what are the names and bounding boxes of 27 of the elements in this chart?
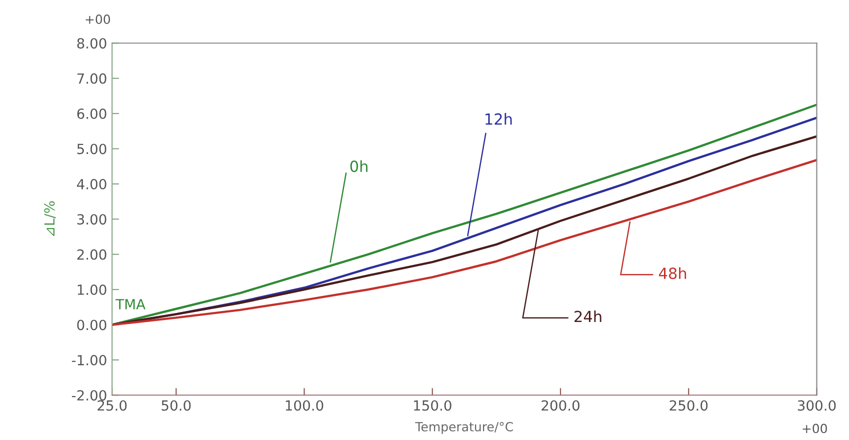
- x-tick-label: 200.0: [542, 400, 580, 411]
- y-tick-label: 3.00: [77, 214, 106, 225]
- text: +00: [802, 424, 827, 434]
- annotation: TMA: [116, 299, 146, 310]
- x-tick-label: 25.0: [98, 400, 127, 411]
- annotation: 0h: [350, 160, 368, 172]
- x-tick-label: 50.0: [162, 400, 191, 411]
- annotation: 12h: [486, 113, 512, 125]
- y-tick-label: 6.00: [77, 108, 106, 119]
- y-axis-title: ⊿L/%: [44, 201, 56, 236]
- y-tick-label: -2.00: [72, 390, 106, 401]
- annotation: 24h: [574, 310, 602, 322]
- text: +00: [86, 14, 110, 24]
- x-tick-label: 300.0: [798, 400, 836, 411]
- y-tick-label: 8.00: [77, 38, 106, 49]
- y-tick-label: 0.00: [77, 320, 106, 330]
- y-tick-label: 1.00: [78, 284, 106, 295]
- x-tick-label: 150.0: [414, 400, 452, 411]
- y-tick-label: 5.00: [77, 144, 106, 154]
- annotation: 48h: [658, 267, 686, 280]
- x-axis-title: Temperature/°C: [415, 422, 513, 434]
- y-tick-label: 4.00: [76, 178, 106, 190]
- x-tick-label: 250.0: [670, 400, 708, 411]
- x-tick-label: 100.0: [286, 400, 324, 411]
- y-tick-label: 7.00: [77, 73, 106, 84]
- y-tick-label: 2.00: [77, 249, 106, 260]
- y-tick-label: -1.00: [72, 354, 106, 366]
